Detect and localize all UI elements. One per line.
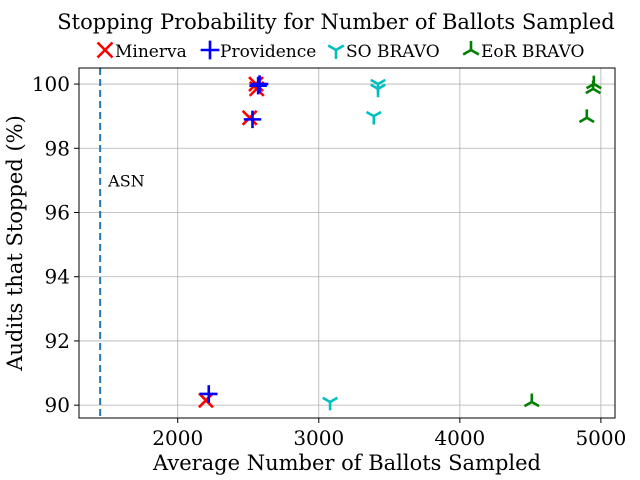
y-tick-label: 96 [45,200,70,224]
y-tick-label: 90 [45,393,70,417]
eor-bravo-legend-label: EoR BRAVO [481,42,585,62]
eor-bravo-legend-marker [462,41,480,56]
providence-point [243,110,262,129]
axis-ticks: 2000 3000 4000 5000 90 92 94 96 98 100 [32,72,627,450]
y-tick-label: 94 [45,265,70,289]
x-tick-label: 5000 [575,426,626,450]
y-axis-label: Audits that Stopped (%) [3,115,27,372]
chart-title: Stopping Probability for Number of Ballo… [57,10,614,34]
eor-bravo-point [523,393,540,408]
eor-bravo-point [585,75,602,90]
eor-bravo-point [578,109,595,124]
x-tick-label: 3000 [293,426,344,450]
asn-line-layer: ASN [99,68,145,418]
x-tick-label: 4000 [434,426,485,450]
plot-frame [78,67,616,419]
minerva-point [198,392,214,409]
providence-point [250,75,269,93]
grid [79,68,615,418]
data-points [198,75,602,411]
so-bravo-point [322,396,339,411]
minerva-legend-label: Minerva [115,42,187,62]
y-tick-label: 98 [45,136,70,160]
legend: Minerva Providence SO BRAVO EoR BRAVO [96,40,585,62]
providence-legend-marker [200,40,220,60]
so-bravo-legend-marker [327,44,345,59]
so-bravo-point [365,110,382,125]
providence-point [200,385,218,403]
so-bravo-legend-label: SO BRAVO [346,42,440,62]
providence-point [249,76,267,95]
minerva-legend-marker [96,41,114,59]
minerva-point [241,109,258,126]
x-tick-label: 2000 [152,426,203,450]
asn-annotation: ASN [107,171,145,190]
so-bravo-point [370,78,386,93]
y-tick-label: 92 [45,329,70,353]
x-axis-label: Average Number of Ballots Sampled [152,451,541,475]
y-tick-label: 100 [32,72,70,96]
providence-legend-label: Providence [220,42,316,62]
